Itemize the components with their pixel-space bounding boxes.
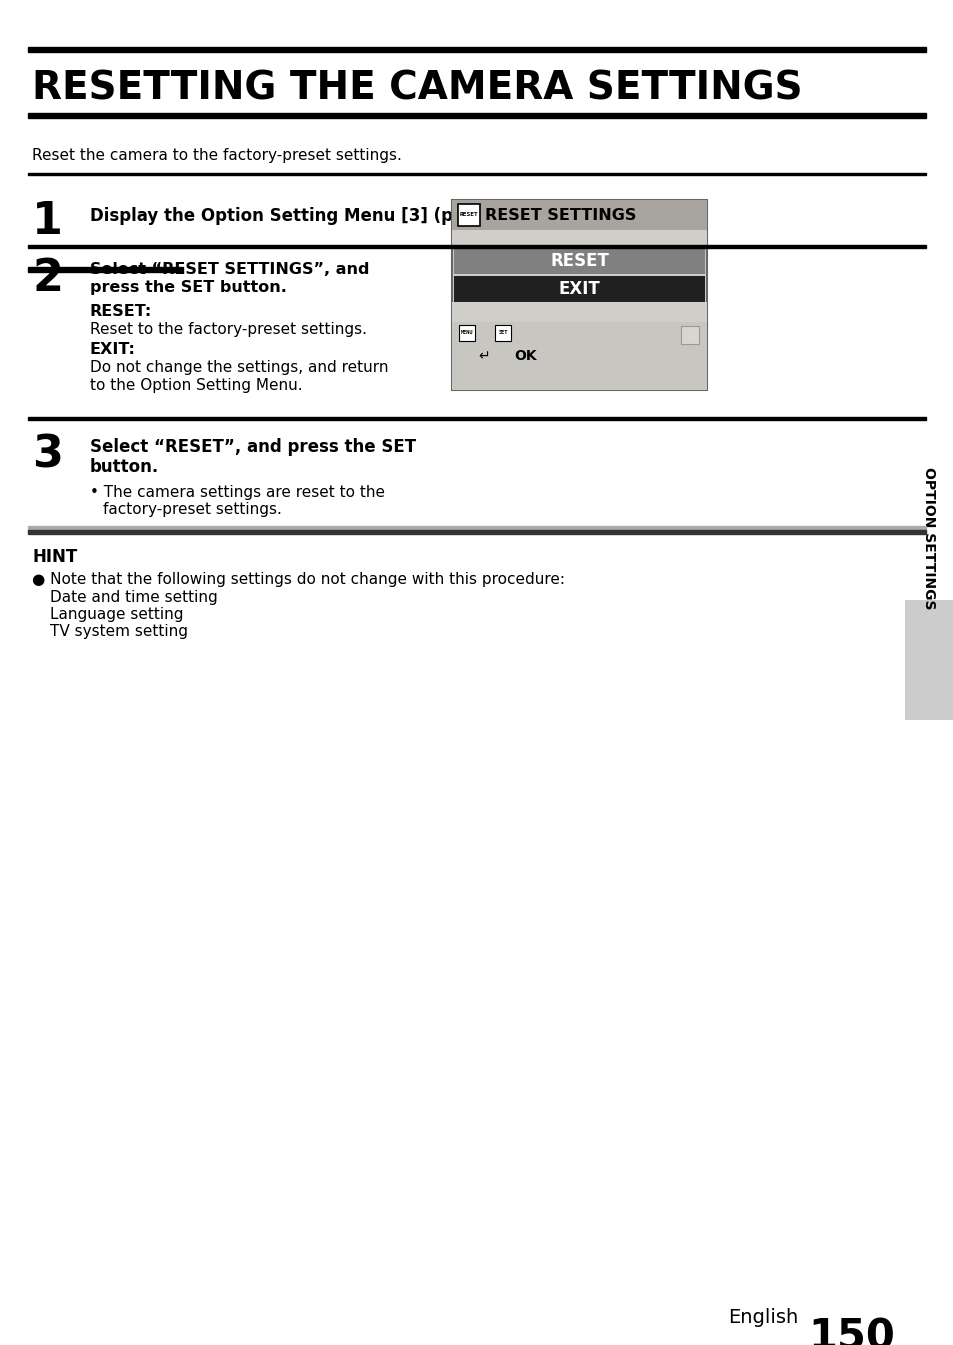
Text: TV system setting: TV system setting — [50, 624, 188, 639]
Bar — [452, 303, 706, 321]
Text: 3: 3 — [32, 433, 63, 476]
Text: Language setting: Language setting — [50, 607, 183, 621]
Text: Select “RESET”, and press the SET: Select “RESET”, and press the SET — [90, 438, 416, 456]
Bar — [28, 268, 183, 272]
Text: Date and time setting: Date and time setting — [50, 590, 217, 605]
Text: Display the Option Setting Menu [3] (page 129).: Display the Option Setting Menu [3] (pag… — [90, 207, 541, 225]
Bar — [28, 417, 925, 420]
Bar — [452, 200, 706, 390]
Text: English: English — [727, 1307, 798, 1328]
Bar — [495, 325, 511, 342]
Bar — [28, 526, 925, 530]
Bar — [28, 530, 925, 534]
Bar — [452, 230, 706, 247]
Bar — [28, 47, 925, 52]
Text: 150: 150 — [807, 1315, 894, 1345]
Text: SET: SET — [497, 331, 507, 335]
Bar — [904, 600, 953, 720]
Bar — [454, 276, 704, 303]
Bar — [458, 325, 475, 342]
Text: button.: button. — [90, 459, 159, 476]
Text: • The camera settings are reset to the: • The camera settings are reset to the — [90, 486, 385, 500]
Text: 1: 1 — [32, 200, 63, 243]
Text: Reset the camera to the factory-preset settings.: Reset the camera to the factory-preset s… — [32, 148, 401, 163]
Text: RESET: RESET — [459, 213, 477, 218]
Bar — [457, 204, 479, 226]
Text: Select “RESET SETTINGS”, and: Select “RESET SETTINGS”, and — [90, 262, 369, 277]
Text: EXIT:: EXIT: — [90, 342, 135, 356]
Text: 2: 2 — [32, 257, 63, 300]
Text: OK: OK — [514, 348, 536, 363]
Text: MENU: MENU — [460, 331, 473, 335]
Bar — [680, 325, 699, 344]
Text: ↵: ↵ — [477, 348, 489, 363]
Text: EXIT: EXIT — [558, 280, 599, 299]
Text: RESETTING THE CAMERA SETTINGS: RESETTING THE CAMERA SETTINGS — [32, 69, 801, 108]
Text: Reset to the factory-preset settings.: Reset to the factory-preset settings. — [90, 321, 367, 338]
Text: ● Note that the following settings do not change with this procedure:: ● Note that the following settings do no… — [32, 572, 564, 586]
Text: RESET SETTINGS: RESET SETTINGS — [484, 207, 636, 222]
Bar — [454, 247, 704, 274]
Text: HINT: HINT — [32, 547, 77, 566]
Text: OPTION SETTINGS: OPTION SETTINGS — [921, 467, 935, 609]
Bar — [28, 174, 925, 175]
Text: press the SET button.: press the SET button. — [90, 280, 287, 295]
Text: factory-preset settings.: factory-preset settings. — [103, 502, 281, 516]
Text: Do not change the settings, and return: Do not change the settings, and return — [90, 360, 388, 375]
Bar — [452, 321, 706, 390]
Text: RESET: RESET — [550, 252, 608, 270]
Bar — [28, 245, 925, 247]
Text: to the Option Setting Menu.: to the Option Setting Menu. — [90, 378, 302, 393]
Text: RESET:: RESET: — [90, 304, 152, 319]
Bar — [28, 113, 925, 118]
Bar — [452, 200, 706, 230]
